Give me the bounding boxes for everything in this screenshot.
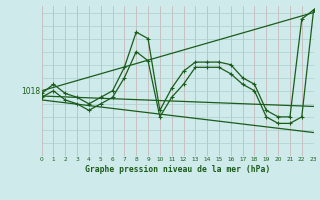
X-axis label: Graphe pression niveau de la mer (hPa): Graphe pression niveau de la mer (hPa) (85, 165, 270, 174)
